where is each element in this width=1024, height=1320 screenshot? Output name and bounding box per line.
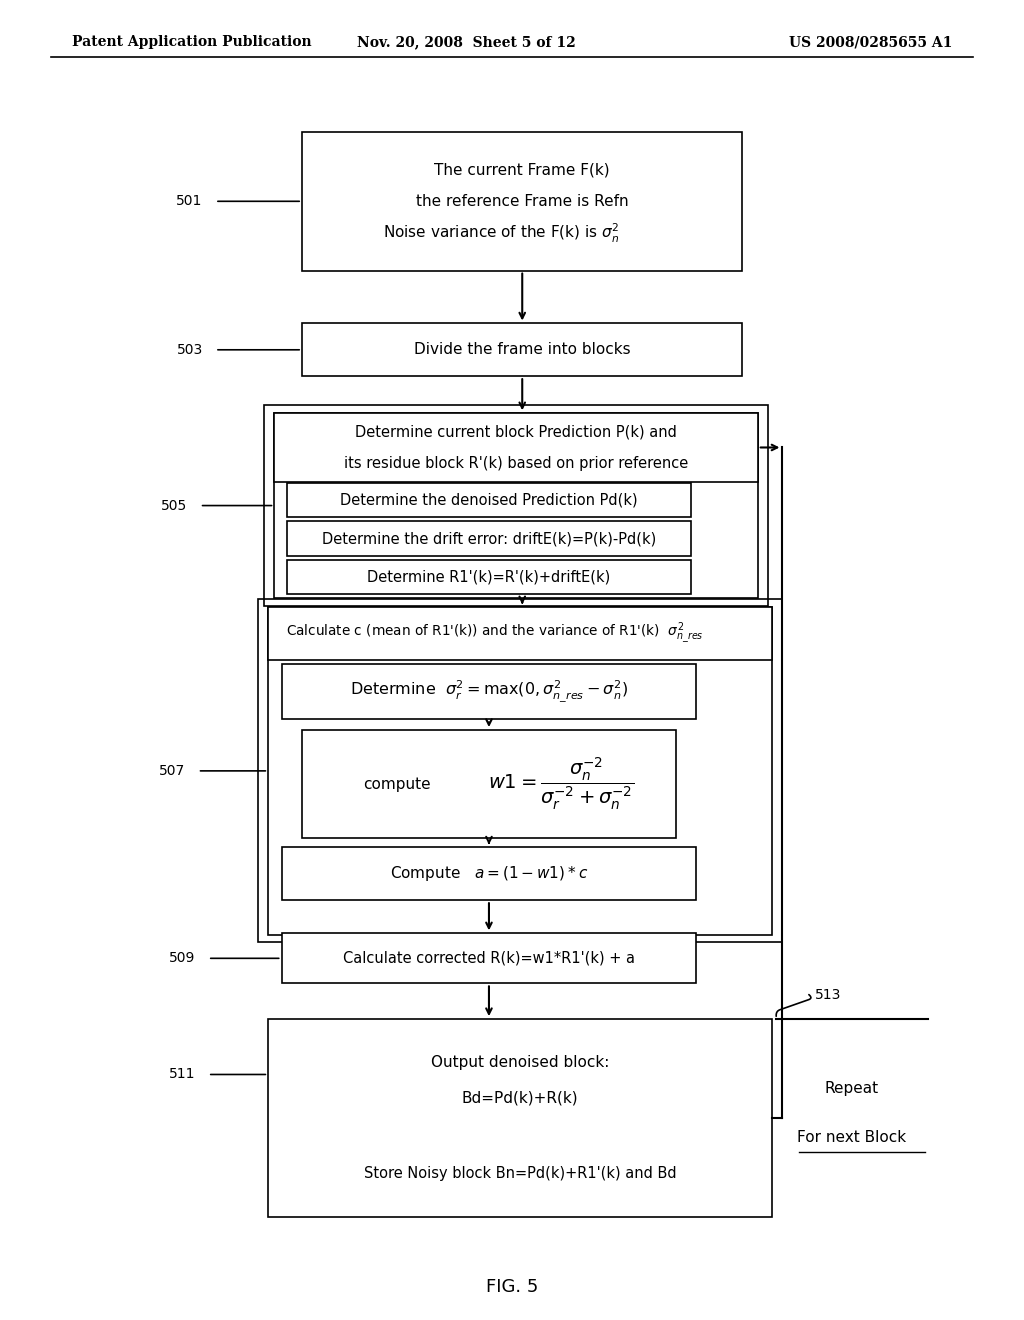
Text: Calculate c (mean of R1'(k)) and the variance of R1'(k)  $\sigma^2_{n\_res}$: Calculate c (mean of R1'(k)) and the var… [286, 620, 703, 647]
Text: Store Noisy block Bn=Pd(k)+R1'(k) and Bd: Store Noisy block Bn=Pd(k)+R1'(k) and Bd [364, 1166, 677, 1181]
Text: 505: 505 [161, 499, 187, 512]
Text: US 2008/0285655 A1: US 2008/0285655 A1 [788, 36, 952, 49]
Text: Calculate corrected R(k)=w1*R1'(k) + a: Calculate corrected R(k)=w1*R1'(k) + a [343, 950, 635, 966]
Text: 501: 501 [176, 194, 203, 209]
Text: The current Frame F(k): The current Frame F(k) [434, 162, 610, 177]
Text: Nov. 20, 2008  Sheet 5 of 12: Nov. 20, 2008 Sheet 5 of 12 [356, 36, 575, 49]
Text: FIG. 5: FIG. 5 [485, 1278, 539, 1296]
Text: Determine R1'(k)=R'(k)+driftE(k): Determine R1'(k)=R'(k)+driftE(k) [368, 569, 610, 585]
Text: Determine the denoised Prediction Pd(k): Determine the denoised Prediction Pd(k) [340, 492, 638, 508]
Text: Divide the frame into blocks: Divide the frame into blocks [414, 342, 631, 358]
Bar [282, 664, 696, 719]
Bar [287, 521, 691, 556]
Bar [268, 607, 772, 660]
Bar [264, 405, 768, 606]
Text: its residue block R'(k) based on prior reference: its residue block R'(k) based on prior r… [344, 455, 688, 471]
Text: Noise variance of the F(k) is $\sigma_n^2$: Noise variance of the F(k) is $\sigma_n^… [384, 222, 620, 244]
Text: Compute   $a = (1 - w1) * c$: Compute $a = (1 - w1) * c$ [390, 865, 588, 883]
Bar [274, 413, 758, 482]
Bar [274, 413, 758, 598]
Text: Determine current block Prediction P(k) and: Determine current block Prediction P(k) … [355, 424, 677, 440]
Bar [258, 599, 782, 942]
Bar [287, 483, 691, 517]
Bar [302, 730, 676, 838]
Text: compute: compute [364, 776, 431, 792]
Text: 511: 511 [169, 1068, 196, 1081]
Bar [302, 323, 742, 376]
Text: 503: 503 [176, 343, 203, 356]
Text: Repeat: Repeat [825, 1081, 879, 1096]
Text: Patent Application Publication: Patent Application Publication [72, 36, 311, 49]
Bar [268, 1019, 772, 1217]
Bar [282, 847, 696, 900]
Text: Output denoised block:: Output denoised block: [431, 1055, 609, 1071]
Bar [302, 132, 742, 271]
Text: Determine the drift error: driftE(k)=P(k)-Pd(k): Determine the drift error: driftE(k)=P(k… [322, 531, 656, 546]
Text: the reference Frame is Refn: the reference Frame is Refn [416, 194, 629, 209]
Text: 509: 509 [169, 952, 196, 965]
Text: 507: 507 [159, 764, 185, 777]
Text: $w1 = \dfrac{\sigma_n^{-2}}{\sigma_r^{-2} + \sigma_n^{-2}}$: $w1 = \dfrac{\sigma_n^{-2}}{\sigma_r^{-2… [487, 756, 634, 812]
Bar [287, 560, 691, 594]
Text: 513: 513 [815, 989, 842, 1002]
Text: Bd=Pd(k)+R(k): Bd=Pd(k)+R(k) [462, 1090, 579, 1106]
Text: Determine  $\sigma_r^2 = \mathrm{max}(0,\sigma_{n\_res}^2 - \sigma_n^2)$: Determine $\sigma_r^2 = \mathrm{max}(0,\… [350, 678, 628, 705]
Bar [268, 607, 772, 935]
Text: For next Block: For next Block [798, 1130, 906, 1146]
Bar [282, 933, 696, 983]
